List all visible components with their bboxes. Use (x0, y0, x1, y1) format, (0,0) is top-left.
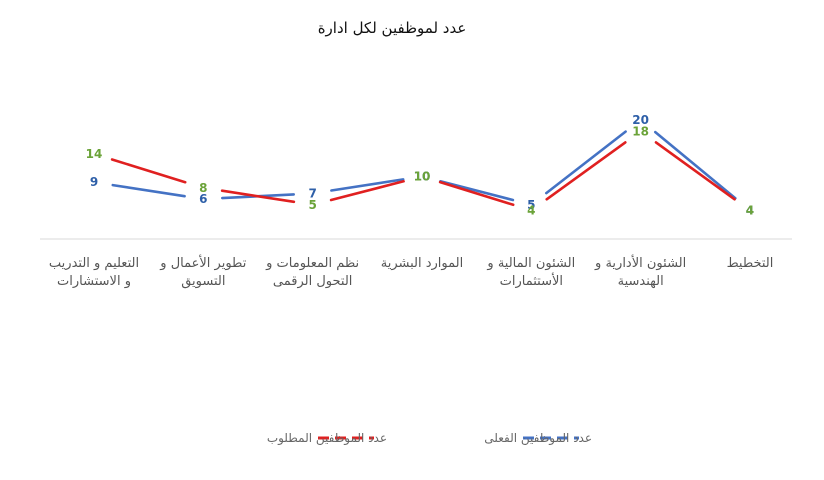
series-1-segment-4 (545, 141, 627, 201)
data-label-s0-4: 5 (527, 198, 535, 212)
series-1-segment-1 (220, 189, 296, 204)
data-label-s0-2: 7 (308, 186, 316, 200)
series-layer (110, 130, 737, 207)
category-label-0: التعليم و التدريب و الاستشارات (49, 256, 139, 289)
category-label-4: الشئون المالية و الأستثمارات (486, 256, 575, 289)
category-label-5: الشئون الأدارية و الهندسية (594, 254, 686, 289)
series-0-segment-0 (111, 183, 186, 198)
legend-label-1: عدد الموظفين المطلوب (267, 431, 387, 446)
data-label-s1-1: 8 (199, 181, 207, 195)
data-label-s1-3: 10 (414, 170, 431, 184)
category-label-3: الموارد البشرية (381, 256, 463, 271)
series-0-segment-5 (653, 130, 737, 200)
series-1-segment-2 (329, 180, 405, 202)
data-label-s1-0: 14 (86, 147, 103, 161)
data-label-s1-6: 4 (746, 203, 754, 217)
series-1-segment-0 (110, 158, 187, 184)
series-0-segment-4 (544, 130, 627, 195)
series-0-segment-2 (330, 178, 405, 192)
series-1-segment-5 (654, 141, 736, 201)
category-labels: التعليم و التدريب و الاستشارات تطوير الأعم… (49, 254, 773, 289)
data-label-s0-3: 10 (414, 170, 431, 184)
data-label-s1-4: 4 (527, 203, 535, 217)
series-1-segment-3 (438, 180, 515, 207)
data-label-s0-0: 9 (90, 175, 98, 189)
category-label-1: تطوير الأعمال و التسويق (159, 254, 246, 289)
category-label-6: التخطيط (727, 256, 774, 271)
legend-label-0: عدد الموظفين الفعلى (484, 431, 592, 446)
data-label-s1-5: 18 (632, 124, 649, 138)
data-label-s0-6: 4 (746, 203, 754, 217)
category-label-2: نظم المعلومات و التحول الرقمى (265, 256, 359, 289)
data-label-s1-2: 5 (308, 198, 316, 212)
series-0-segment-3 (439, 180, 515, 202)
chart-title: عدد لموظفين لكل ادارة (318, 19, 467, 37)
legend: عدد الموظفين الفعلى عدد الموظفين المطلوب (267, 431, 592, 446)
data-label-s0-5: 20 (632, 113, 649, 127)
data-label-s0-1: 6 (199, 192, 207, 206)
